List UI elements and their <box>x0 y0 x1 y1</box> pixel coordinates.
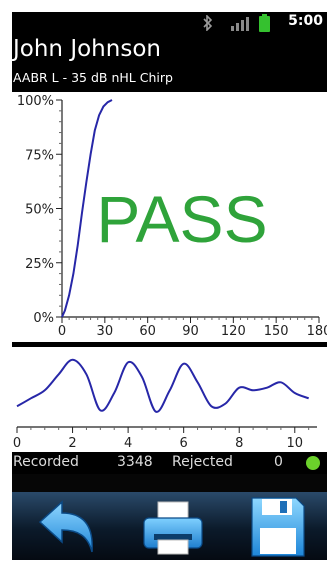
waveform-line <box>16 358 310 413</box>
print-button[interactable] <box>138 496 208 558</box>
waveform-x-tick-label: 0 <box>13 436 21 451</box>
x-tick-label: 30 <box>97 324 114 339</box>
bluetooth-icon <box>203 15 213 31</box>
pass-result-label: PASS <box>96 182 267 256</box>
y-tick-label: 0% <box>33 311 54 326</box>
waveform-x-tick-label: 8 <box>235 436 243 451</box>
signal-icon <box>231 17 249 31</box>
patient-name: John Johnson <box>13 36 161 62</box>
back-arrow-icon <box>38 500 93 553</box>
pass-probability-line <box>61 99 113 318</box>
y-tick-label: 100% <box>17 94 54 109</box>
waveform-x-tick-label: 2 <box>68 436 76 451</box>
x-tick-label: 180 <box>307 324 327 339</box>
toolbar-spacer <box>12 474 327 492</box>
battery-icon <box>259 14 270 32</box>
waveform-x-tick-label: 10 <box>287 436 304 451</box>
y-tick-label: 75% <box>25 148 54 163</box>
status-bar: 5:00 <box>12 12 327 34</box>
toolbar <box>12 492 327 560</box>
x-tick-label: 120 <box>221 324 246 339</box>
header: John Johnson AABR L - 35 dB nHL Chirp <box>12 34 327 92</box>
recorded-value: 3348 <box>117 454 153 470</box>
save-button[interactable] <box>242 496 312 558</box>
status-time: 5:00 <box>288 13 323 29</box>
test-subtitle: AABR L - 35 dB nHL Chirp <box>13 70 173 85</box>
waveform-x-tick-label: 4 <box>124 436 132 451</box>
x-tick-label: 150 <box>264 324 289 339</box>
print-icon <box>143 501 203 555</box>
x-tick-label: 90 <box>182 324 199 339</box>
rejected-value: 0 <box>274 454 283 470</box>
pass-probability-chart: 0% 25% 50% 75% 100% 0 30 60 90 120 150 180 PASS <box>12 92 327 342</box>
chart-divider <box>12 342 327 347</box>
waveform-chart: 0 2 4 6 8 10 <box>12 347 327 452</box>
waveform-x-tick-label: 6 <box>180 436 188 451</box>
y-tick-label: 25% <box>25 257 54 272</box>
save-floppy-icon <box>251 497 305 557</box>
status-indicator-icon <box>306 456 320 470</box>
x-tick-label: 60 <box>139 324 156 339</box>
y-tick-label: 50% <box>25 203 54 218</box>
back-button[interactable] <box>34 496 104 558</box>
recorded-label: Recorded <box>13 454 79 470</box>
stats-bar: Recorded 3348 Rejected 0 <box>12 452 327 474</box>
rejected-label: Rejected <box>172 454 233 470</box>
x-tick-label: 0 <box>58 324 66 339</box>
